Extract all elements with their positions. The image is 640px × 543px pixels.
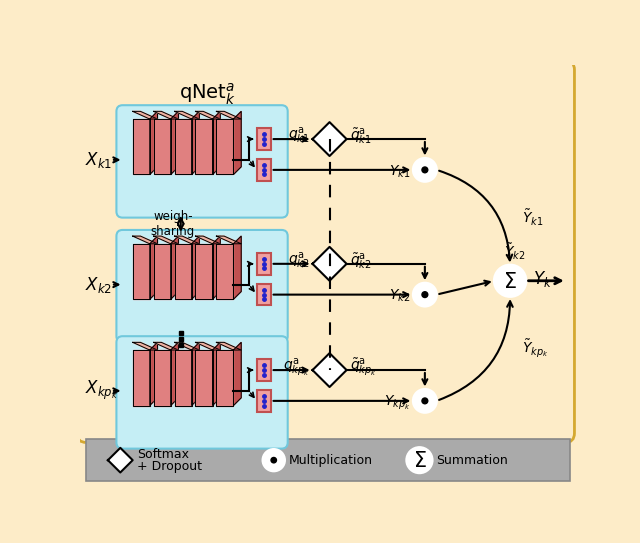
Text: Multiplication: Multiplication bbox=[289, 453, 373, 466]
Text: $\tilde{q}_{k2}^{\mathrm{a}}$: $\tilde{q}_{k2}^{\mathrm{a}}$ bbox=[349, 251, 371, 270]
Text: $Y_k$: $Y_k$ bbox=[533, 269, 552, 289]
Polygon shape bbox=[216, 236, 241, 244]
Polygon shape bbox=[216, 111, 241, 119]
Polygon shape bbox=[108, 448, 132, 472]
Polygon shape bbox=[154, 111, 179, 119]
Bar bbox=[257, 284, 271, 305]
Polygon shape bbox=[132, 342, 157, 350]
Text: $X_{k1}$: $X_{k1}$ bbox=[85, 150, 113, 170]
Polygon shape bbox=[191, 111, 199, 174]
Bar bbox=[132, 350, 150, 406]
Text: $Y_{k1}$: $Y_{k1}$ bbox=[389, 163, 410, 180]
Circle shape bbox=[422, 398, 428, 404]
Text: + Dropout: + Dropout bbox=[138, 460, 202, 473]
Text: $X_{kp_k}$: $X_{kp_k}$ bbox=[85, 379, 118, 402]
Bar bbox=[216, 244, 234, 299]
Polygon shape bbox=[150, 342, 157, 406]
Circle shape bbox=[422, 292, 428, 298]
Bar bbox=[195, 350, 212, 406]
Circle shape bbox=[495, 266, 525, 296]
Polygon shape bbox=[191, 236, 199, 299]
Text: $\Sigma$: $\Sigma$ bbox=[413, 451, 426, 471]
Bar bbox=[257, 128, 271, 150]
Circle shape bbox=[271, 457, 276, 463]
Polygon shape bbox=[132, 111, 157, 119]
Circle shape bbox=[413, 283, 436, 306]
Text: $Y_{k2}$: $Y_{k2}$ bbox=[389, 288, 410, 305]
Bar bbox=[86, 439, 570, 481]
Polygon shape bbox=[150, 236, 157, 299]
Polygon shape bbox=[171, 236, 179, 299]
Circle shape bbox=[422, 167, 428, 173]
Polygon shape bbox=[234, 342, 241, 406]
Text: $q_{k2}^{\mathrm{a}}$: $q_{k2}^{\mathrm{a}}$ bbox=[288, 251, 309, 271]
Polygon shape bbox=[154, 342, 179, 350]
Bar bbox=[257, 253, 271, 275]
Bar bbox=[175, 119, 191, 174]
Polygon shape bbox=[195, 111, 220, 119]
Text: Summation: Summation bbox=[436, 453, 508, 466]
Circle shape bbox=[407, 448, 432, 472]
Bar bbox=[175, 350, 191, 406]
Polygon shape bbox=[312, 353, 347, 387]
FancyBboxPatch shape bbox=[116, 105, 288, 218]
Polygon shape bbox=[234, 236, 241, 299]
Polygon shape bbox=[195, 342, 220, 350]
Polygon shape bbox=[312, 247, 347, 281]
Bar bbox=[132, 119, 150, 174]
Bar bbox=[132, 244, 150, 299]
Polygon shape bbox=[154, 236, 179, 244]
Text: $\Sigma$: $\Sigma$ bbox=[503, 272, 517, 292]
Text: $q_{k1}^{\mathrm{a}}$: $q_{k1}^{\mathrm{a}}$ bbox=[288, 126, 309, 146]
Text: $q_{kp_k}^{\mathrm{a}}$: $q_{kp_k}^{\mathrm{a}}$ bbox=[283, 356, 309, 378]
Polygon shape bbox=[195, 236, 220, 244]
Text: $\tilde{Y}_{k1}$: $\tilde{Y}_{k1}$ bbox=[522, 207, 543, 228]
Text: $\tilde{q}_{kp_k}^{\mathrm{a}}$: $\tilde{q}_{kp_k}^{\mathrm{a}}$ bbox=[349, 356, 376, 378]
Polygon shape bbox=[212, 342, 220, 406]
Polygon shape bbox=[171, 111, 179, 174]
Bar bbox=[195, 244, 212, 299]
Polygon shape bbox=[212, 236, 220, 299]
Polygon shape bbox=[234, 111, 241, 174]
FancyBboxPatch shape bbox=[116, 230, 288, 342]
Text: $\mathrm{qNet}_k^a$: $\mathrm{qNet}_k^a$ bbox=[179, 81, 236, 107]
Polygon shape bbox=[212, 111, 220, 174]
Circle shape bbox=[413, 159, 436, 181]
Circle shape bbox=[413, 389, 436, 413]
Polygon shape bbox=[132, 236, 157, 244]
Bar bbox=[257, 359, 271, 381]
Bar bbox=[216, 119, 234, 174]
Bar bbox=[154, 350, 171, 406]
Circle shape bbox=[263, 450, 285, 471]
Text: $\tilde{Y}_{k2}$: $\tilde{Y}_{k2}$ bbox=[504, 242, 525, 262]
Text: $Y_{kp_k}$: $Y_{kp_k}$ bbox=[384, 393, 410, 412]
Polygon shape bbox=[175, 236, 199, 244]
Polygon shape bbox=[150, 111, 157, 174]
FancyBboxPatch shape bbox=[116, 336, 288, 449]
Text: weigh-
sharing: weigh- sharing bbox=[151, 210, 195, 238]
Polygon shape bbox=[171, 342, 179, 406]
Bar bbox=[195, 119, 212, 174]
Bar bbox=[257, 390, 271, 412]
Polygon shape bbox=[175, 342, 199, 350]
Polygon shape bbox=[312, 122, 347, 156]
Text: $\tilde{Y}_{kp_k}$: $\tilde{Y}_{kp_k}$ bbox=[522, 338, 548, 359]
Text: $X_{k2}$: $X_{k2}$ bbox=[85, 275, 113, 295]
Polygon shape bbox=[216, 342, 241, 350]
Polygon shape bbox=[191, 342, 199, 406]
Bar bbox=[154, 244, 171, 299]
Bar bbox=[257, 159, 271, 181]
Polygon shape bbox=[175, 111, 199, 119]
FancyBboxPatch shape bbox=[77, 60, 575, 443]
Bar bbox=[175, 244, 191, 299]
Text: Softmax: Softmax bbox=[138, 447, 189, 460]
Bar bbox=[216, 350, 234, 406]
Bar bbox=[154, 119, 171, 174]
Text: $\tilde{q}_{k1}^{\mathrm{a}}$: $\tilde{q}_{k1}^{\mathrm{a}}$ bbox=[349, 126, 372, 146]
